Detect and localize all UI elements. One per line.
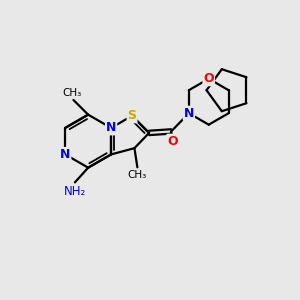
Text: NH₂: NH₂ bbox=[64, 185, 86, 198]
Text: S: S bbox=[128, 109, 136, 122]
Text: O: O bbox=[167, 135, 178, 148]
Text: N: N bbox=[184, 107, 194, 120]
Text: N: N bbox=[106, 122, 116, 134]
Text: CH₃: CH₃ bbox=[62, 88, 82, 98]
Text: N: N bbox=[60, 148, 70, 161]
Text: CH₃: CH₃ bbox=[128, 170, 147, 180]
Text: O: O bbox=[203, 72, 214, 85]
